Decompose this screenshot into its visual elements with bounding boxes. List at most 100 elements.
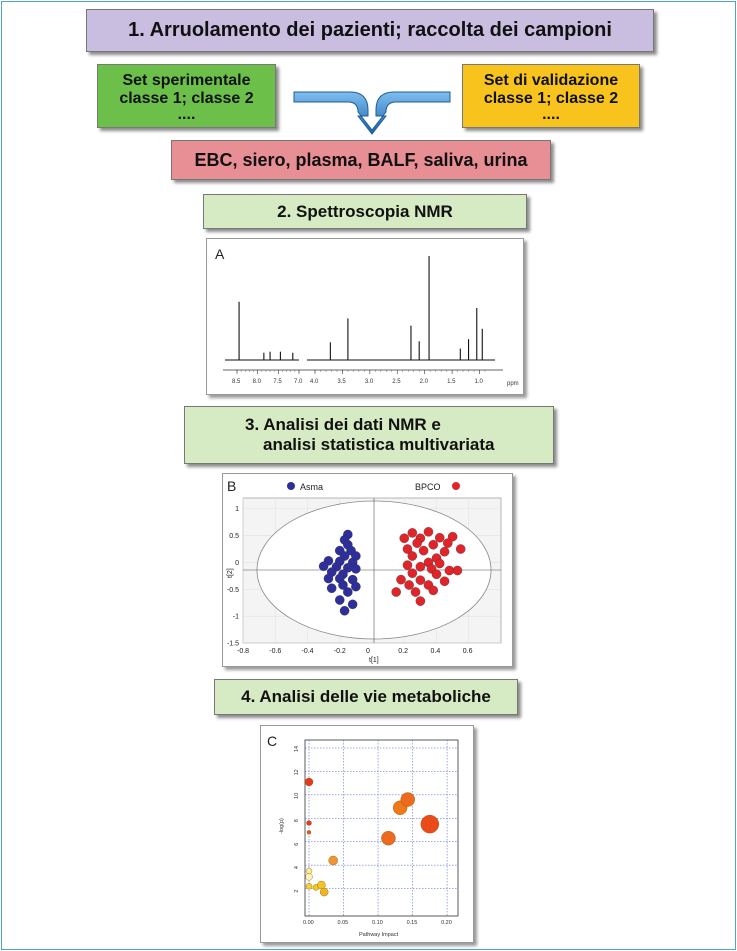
pca-x-tick-label: 0.4	[431, 648, 441, 655]
bubble-y-tick-label: 4	[294, 866, 300, 869]
bpco-point	[415, 596, 426, 606]
pathway-bubble	[317, 880, 326, 890]
step-enrollment-box: 1. Arruolamento dei pazienti; raccolta d…	[86, 9, 654, 52]
bpco-point	[447, 531, 458, 542]
legend-asma-marker	[287, 482, 295, 490]
bpco-point	[443, 538, 453, 548]
bpco-point	[407, 528, 418, 538]
pathway-bubble	[305, 873, 313, 881]
bpco-point	[428, 585, 439, 596]
bpco-point	[431, 569, 442, 580]
bpco-point	[391, 587, 401, 597]
pca-y-tick-label: 0	[235, 560, 239, 567]
pca-score-plot-panel: B Asma BPCO -0.8 -0.6 -0.4 -0.2 0 0.2 0.4 0.6 1 0…	[222, 473, 513, 667]
bpco-point	[452, 565, 463, 576]
asma-point	[326, 583, 337, 593]
bpco-point	[407, 551, 418, 561]
asma-point	[318, 561, 329, 571]
asma-point	[335, 595, 345, 605]
bubble-y-tick-label: 2	[294, 890, 300, 893]
panel-label-a: A	[215, 246, 225, 262]
validation-set-ellipsis: ....	[542, 105, 560, 123]
bpco-point	[455, 544, 466, 554]
spectrum-x-tick-label: 4.0	[310, 379, 319, 385]
pathway-bubble	[306, 820, 312, 826]
pca-y-tick-label: 1	[235, 506, 239, 513]
spectrum-x-tick-label: 2.0	[420, 379, 429, 385]
pathway-bubble	[420, 814, 440, 834]
bpco-point	[428, 539, 439, 550]
validation-set-title: Set di validazione	[483, 72, 619, 90]
bpco-point	[410, 587, 421, 597]
spectrum-x-tick-label: 8.0	[253, 379, 262, 385]
samples-box: EBC, siero, plasma, BALF, saliva, urina	[171, 140, 551, 180]
bpco-point	[434, 532, 445, 543]
asma-point	[351, 581, 361, 592]
axis-label-t1: t[1]	[369, 657, 379, 664]
pathway-impact-panel: C 0.00 0.05 0.10 0.15 0.20 14 12 10 8 6 4 2 Pathway…	[260, 725, 474, 943]
step-nmr-box: 2. Spettroscopia NMR	[203, 194, 527, 229]
pca-y-tick-label: 0.5	[229, 533, 239, 540]
pca-x-tick-label: -0.6	[269, 648, 281, 655]
step-pathway-label: 4. Analisi delle vie metaboliche	[241, 687, 491, 707]
bpco-point	[407, 568, 418, 578]
asma-point	[343, 587, 353, 597]
asma-point	[339, 606, 350, 616]
spectrum-x-tick-label: 8.5	[232, 379, 241, 385]
bubble-x-tick-label: 0.20	[441, 920, 452, 926]
pathway-bubble	[305, 867, 313, 875]
experimental-set-title: Set sperimentale	[122, 72, 251, 90]
pca-x-tick-label: 0	[366, 648, 370, 655]
bubble-x-tick-label: 0.15	[407, 920, 418, 926]
spectrum-x-tick-label: 1.0	[475, 379, 484, 385]
experimental-set-box: Set sperimentale classe 1; classe 2 ....	[97, 64, 276, 128]
pathway-bubble	[319, 887, 329, 897]
bpco-point	[439, 576, 450, 586]
spectrum-x-tick-label: 1.5	[447, 379, 456, 385]
axis-label-t2: t[2]	[227, 568, 234, 578]
asma-point	[351, 564, 361, 574]
bpco-point	[402, 544, 413, 554]
axis-label-pathway-impact: Pathway Impact	[359, 932, 399, 938]
experimental-set-ellipsis: ....	[177, 105, 196, 123]
step-analysis-line2: analisi statistica multivariata	[263, 435, 495, 454]
pathway-bubble	[328, 855, 338, 866]
bpco-point	[404, 580, 414, 590]
pca-x-tick-label: -0.2	[334, 648, 346, 655]
spectrum-x-tick-label: 2.5	[392, 379, 401, 385]
axis-label-logp: -log(p)	[279, 818, 285, 834]
merge-arrow-icon	[293, 91, 451, 135]
asma-point	[338, 580, 348, 590]
step-nmr-label: 2. Spettroscopia NMR	[277, 201, 453, 221]
panel-label-c: C	[267, 733, 277, 749]
bpco-point	[434, 558, 445, 569]
bpco-point	[418, 545, 429, 556]
nmr-spectrum-panel: A 8.5 8.0 7.5 7.0 4.0 3.5 3.0 2.5 2.0 1.5 1.0 ppm	[206, 238, 524, 395]
spectrum-x-tick-label: 3.0	[365, 379, 374, 385]
pca-x-tick-label: 0.2	[398, 648, 408, 655]
bubble-y-tick-label: 8	[294, 819, 300, 822]
legend-bpco-marker	[452, 482, 460, 490]
samples-label: EBC, siero, plasma, BALF, saliva, urina	[194, 149, 528, 170]
spectrum-x-tick-label: 3.5	[337, 379, 346, 385]
asma-point	[347, 599, 358, 610]
spectrum-x-tick-label: 7.0	[294, 379, 303, 385]
legend-bpco-label: BPCO	[415, 482, 441, 492]
bubble-y-tick-label: 10	[294, 793, 300, 799]
pca-x-tick-label: -0.4	[302, 648, 314, 655]
validation-set-classes: classe 1; classe 2	[483, 90, 619, 108]
pathway-bubble	[304, 777, 314, 787]
bpco-point	[396, 574, 406, 585]
spectrum-unit-label: ppm	[507, 381, 519, 387]
pathway-bubble	[381, 830, 396, 846]
bpco-point	[423, 527, 434, 537]
step-enrollment-label: 1. Arruolamento dei pazienti; raccolta d…	[128, 19, 612, 41]
bubble-x-tick-label: 0.00	[303, 920, 314, 926]
validation-set-box: Set di validazione classe 1; classe 2 ..…	[462, 64, 640, 128]
step-analysis-line1: 3. Analisi dei dati NMR e	[245, 415, 441, 435]
pca-y-tick-label: -0.5	[227, 587, 239, 594]
panel-label-b: B	[227, 478, 236, 494]
pathway-bubble	[400, 792, 415, 807]
pca-y-tick-label: -1	[233, 614, 239, 621]
